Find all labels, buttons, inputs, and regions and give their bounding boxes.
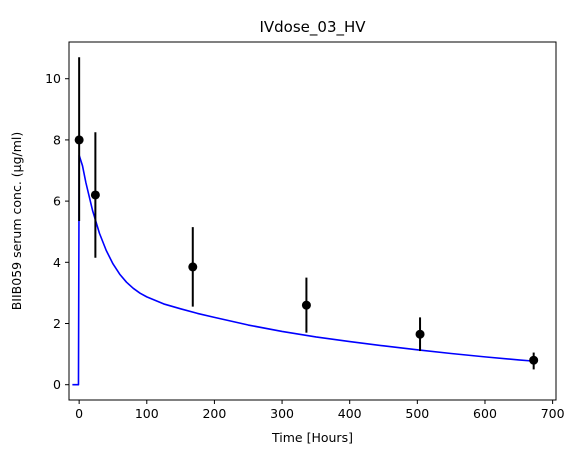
chart-title: IVdose_03_HV xyxy=(259,18,366,37)
model-curve-line xyxy=(72,154,534,386)
y-tick-label: 10 xyxy=(45,71,61,86)
x-tick-label: 600 xyxy=(473,406,497,421)
x-axis-label: Time [Hours] xyxy=(271,430,353,445)
plot-layer xyxy=(72,57,539,386)
x-tick-label: 200 xyxy=(202,406,226,421)
x-tick-label: 300 xyxy=(270,406,294,421)
data-point xyxy=(90,190,100,200)
x-tick-label: 0 xyxy=(75,406,83,421)
y-tick-label: 8 xyxy=(53,132,61,147)
x-tick-label: 700 xyxy=(541,406,565,421)
x-tick-label: 100 xyxy=(135,406,159,421)
data-point xyxy=(529,355,539,365)
x-tick-label: 400 xyxy=(338,406,362,421)
data-point xyxy=(74,135,84,145)
data-point xyxy=(188,262,198,272)
data-point xyxy=(301,300,311,310)
x-tick-label: 500 xyxy=(405,406,429,421)
y-tick-label: 6 xyxy=(53,194,61,209)
y-axis-label: BIIB059 serum conc. (µg/ml) xyxy=(9,132,24,311)
y-tick-label: 4 xyxy=(53,255,61,270)
y-tick-label: 0 xyxy=(53,377,61,392)
data-point xyxy=(415,329,425,339)
y-tick-label: 2 xyxy=(53,316,61,331)
ticks-layer: 0 100 200 300 400 500 600 700 0 2 4 6 8 10 xyxy=(45,71,565,421)
plot-frame xyxy=(68,41,557,401)
